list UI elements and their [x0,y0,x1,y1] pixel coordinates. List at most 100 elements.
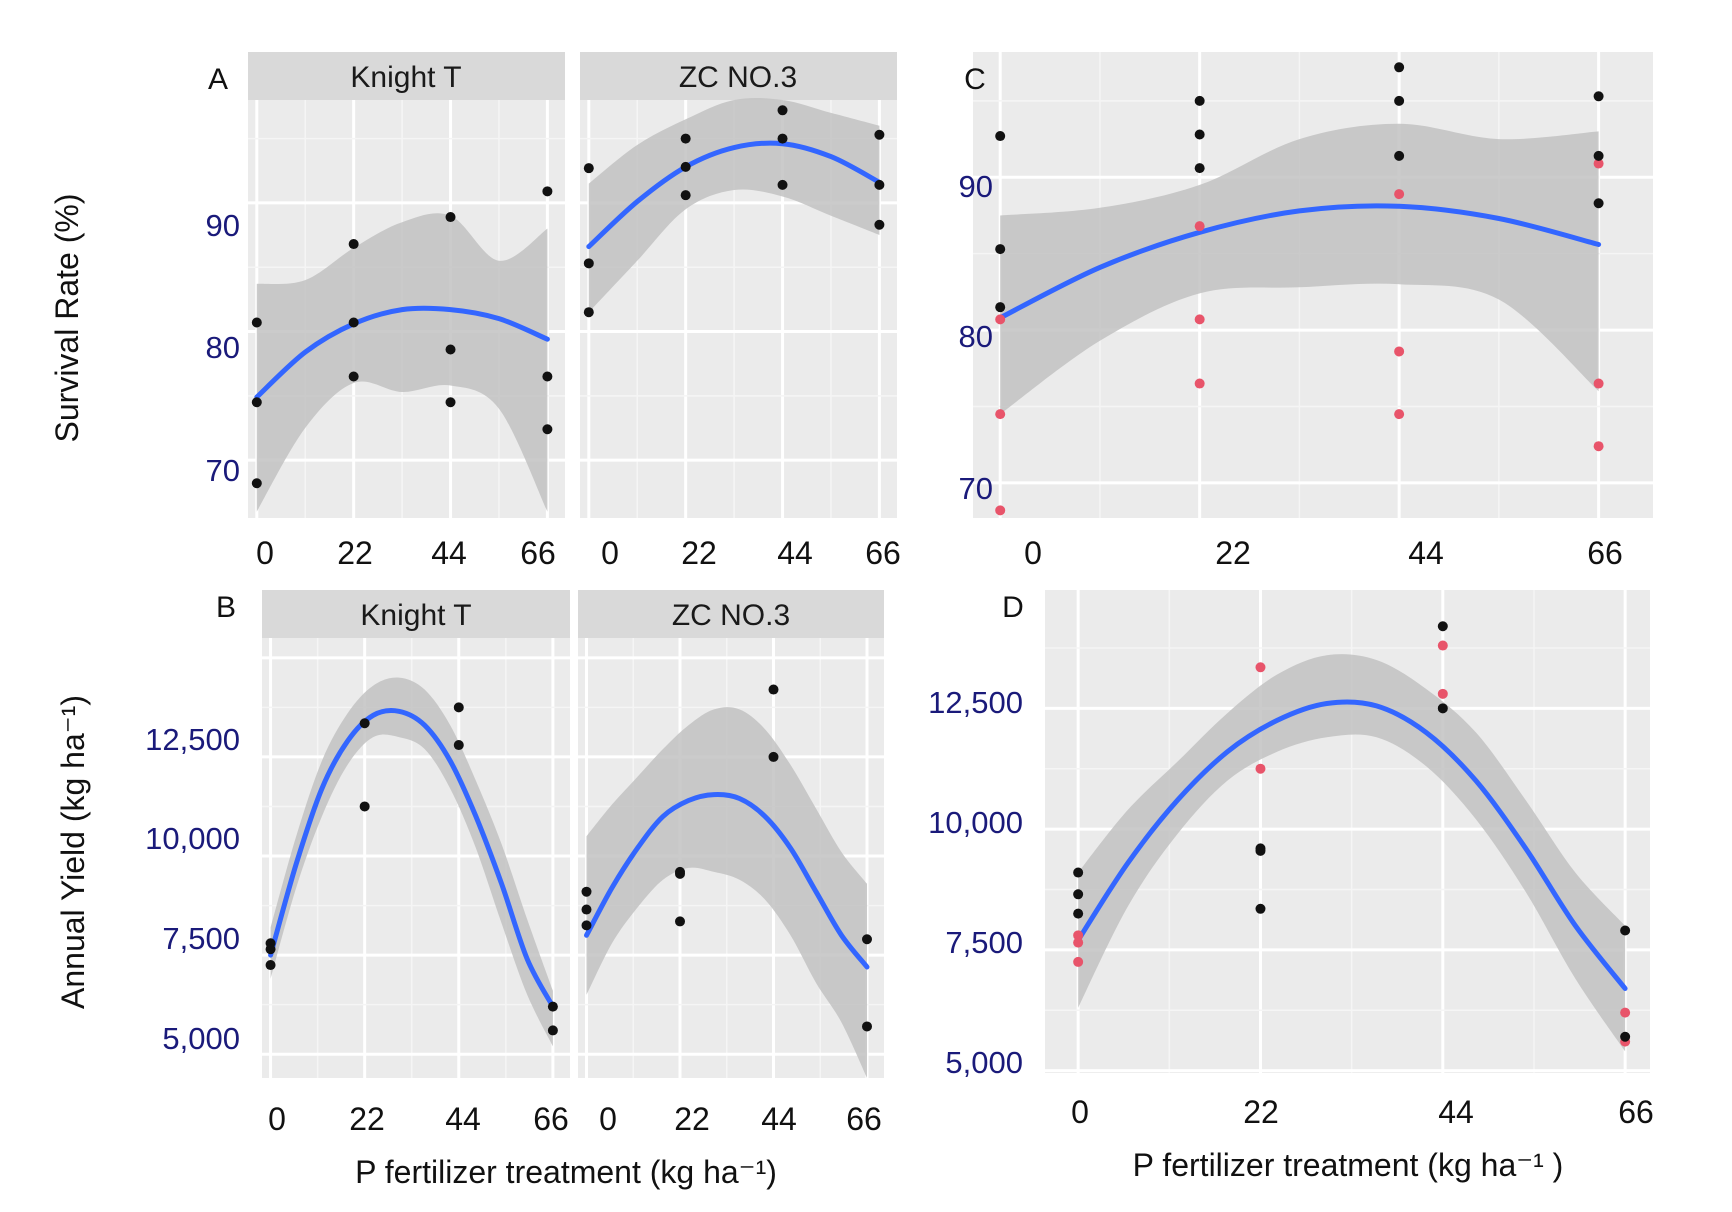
x-tick-d-22: 22 [1243,1094,1279,1130]
point-a-black-3 [348,239,359,250]
point-a-black-11 [542,424,553,435]
point-d-red-0 [1073,930,1084,941]
point-d-black-0 [1073,867,1084,878]
confidence-band-a [256,213,548,512]
x-tick-b-44: 44 [445,1101,481,1137]
point-c-red-1 [995,409,1006,420]
panel-letter-b: B [216,591,236,624]
point-d-red-5 [1437,640,1448,651]
point-a2-black-3 [680,133,691,144]
y-tick-b-5000: 5,000 [162,1021,240,1056]
point-a2-black-2 [583,307,594,318]
panel-letter-a: A [208,63,228,96]
point-b-black-2 [265,960,276,971]
point-b-black-7 [547,1001,558,1012]
point-a2-black-0 [583,163,594,174]
point-b2-black-2 [581,920,592,931]
x-tick-a-44: 44 [431,535,467,571]
point-a-black-6 [445,212,456,223]
x-tick-b-22: 22 [349,1101,385,1137]
x-tick-a2-44: 44 [777,535,813,571]
point-b2-black-1 [581,904,592,915]
confidence-band-c [1000,123,1599,415]
point-c-black-10 [1593,150,1604,161]
panel-a-zc-no3: ZC NO.3 0 22 44 66 [580,52,901,571]
fit-line-b2 [584,792,870,970]
point-b-black-8 [547,1025,558,1036]
y-tick-a-80: 80 [206,330,240,365]
confidence-band-b2 [586,707,867,1078]
y-axis-title-yield: Annual Yield (kg ha⁻¹) [55,695,91,1009]
fit-line-b [268,708,556,1010]
y-tick-d-10000: 10,000 [928,805,1023,840]
strip-label-a-knight-t: Knight T [350,61,461,94]
x-tick-a-0: 0 [256,535,274,571]
point-c-red-10 [1593,378,1604,389]
y-tick-b-10000: 10,000 [145,821,240,856]
point-c-black-0 [995,131,1006,142]
confidence-band-d [1078,654,1626,1052]
x-tick-c-22: 22 [1215,535,1251,571]
x-tick-b2-22: 22 [674,1101,710,1137]
point-a-black-7 [445,344,456,355]
point-c-black-1 [995,244,1006,255]
panel-b-knight-t: Knight T B 12,500 10,000 7,500 5,000 0 2… [145,590,570,1137]
point-a-black-10 [542,371,553,382]
y-tick-a-70: 70 [206,453,240,488]
point-c-red-4 [1194,314,1205,325]
strip-a-knight-t [248,52,565,100]
point-b-black-6 [453,740,464,751]
point-a2-black-9 [874,129,885,140]
point-d-red-7 [1620,1007,1631,1018]
strip-label-a-zc-no3: ZC NO.3 [679,61,797,94]
point-c-black-11 [1593,198,1604,209]
point-b2-black-7 [768,751,779,762]
x-tick-c-66: 66 [1587,535,1623,571]
point-a2-black-8 [777,179,788,190]
point-d-red-3 [1255,662,1266,673]
point-c-red-7 [1394,346,1405,357]
y-tick-d-5000: 5,000 [945,1045,1023,1080]
x-tick-d-66: 66 [1618,1094,1654,1130]
point-c-red-0 [995,314,1006,325]
x-tick-b-0: 0 [268,1101,286,1137]
point-b2-black-9 [862,1021,872,1032]
x-tick-a2-66: 66 [865,535,901,571]
point-c-red-11 [1593,441,1604,452]
point-a-black-2 [251,478,262,489]
point-c-black-5 [1194,163,1205,174]
y-tick-b-7500: 7,500 [162,921,240,956]
point-d-red-2 [1073,956,1084,967]
point-a2-black-5 [680,190,691,201]
fit-line-c [997,203,1602,321]
strip-label-b-knight-t: Knight T [360,599,471,632]
confidence-band-a2 [588,97,880,313]
point-b2-black-8 [862,934,872,945]
point-c-red-5 [1194,378,1205,389]
point-c-red-9 [1593,158,1604,169]
point-d-red-4 [1255,763,1266,774]
strip-b-zc-no3 [578,590,884,638]
x-tick-d-44: 44 [1438,1094,1474,1130]
point-c-black-3 [1194,95,1205,106]
point-c-black-2 [995,302,1006,313]
x-tick-a-66: 66 [520,535,556,571]
point-b-black-4 [359,801,370,812]
point-b2-black-5 [675,916,685,927]
y-tick-d-12500: 12,500 [928,685,1023,720]
panel-c: C 90 80 70 0 22 44 66 [959,52,1653,571]
point-a-black-0 [251,317,262,328]
point-d-black-8 [1620,925,1631,936]
point-a2-black-10 [874,179,885,190]
point-a2-black-1 [583,258,594,269]
point-c-black-9 [1593,91,1604,102]
x-tick-a-22: 22 [337,535,373,571]
point-d-black-1 [1073,889,1084,900]
confidence-band-b [270,677,553,1047]
y-tick-b-12500: 12,500 [145,722,240,757]
strip-b-knight-t [262,590,570,638]
x-tick-b2-0: 0 [599,1101,617,1137]
point-d-black-4 [1255,845,1266,856]
fit-line-a [254,305,550,400]
